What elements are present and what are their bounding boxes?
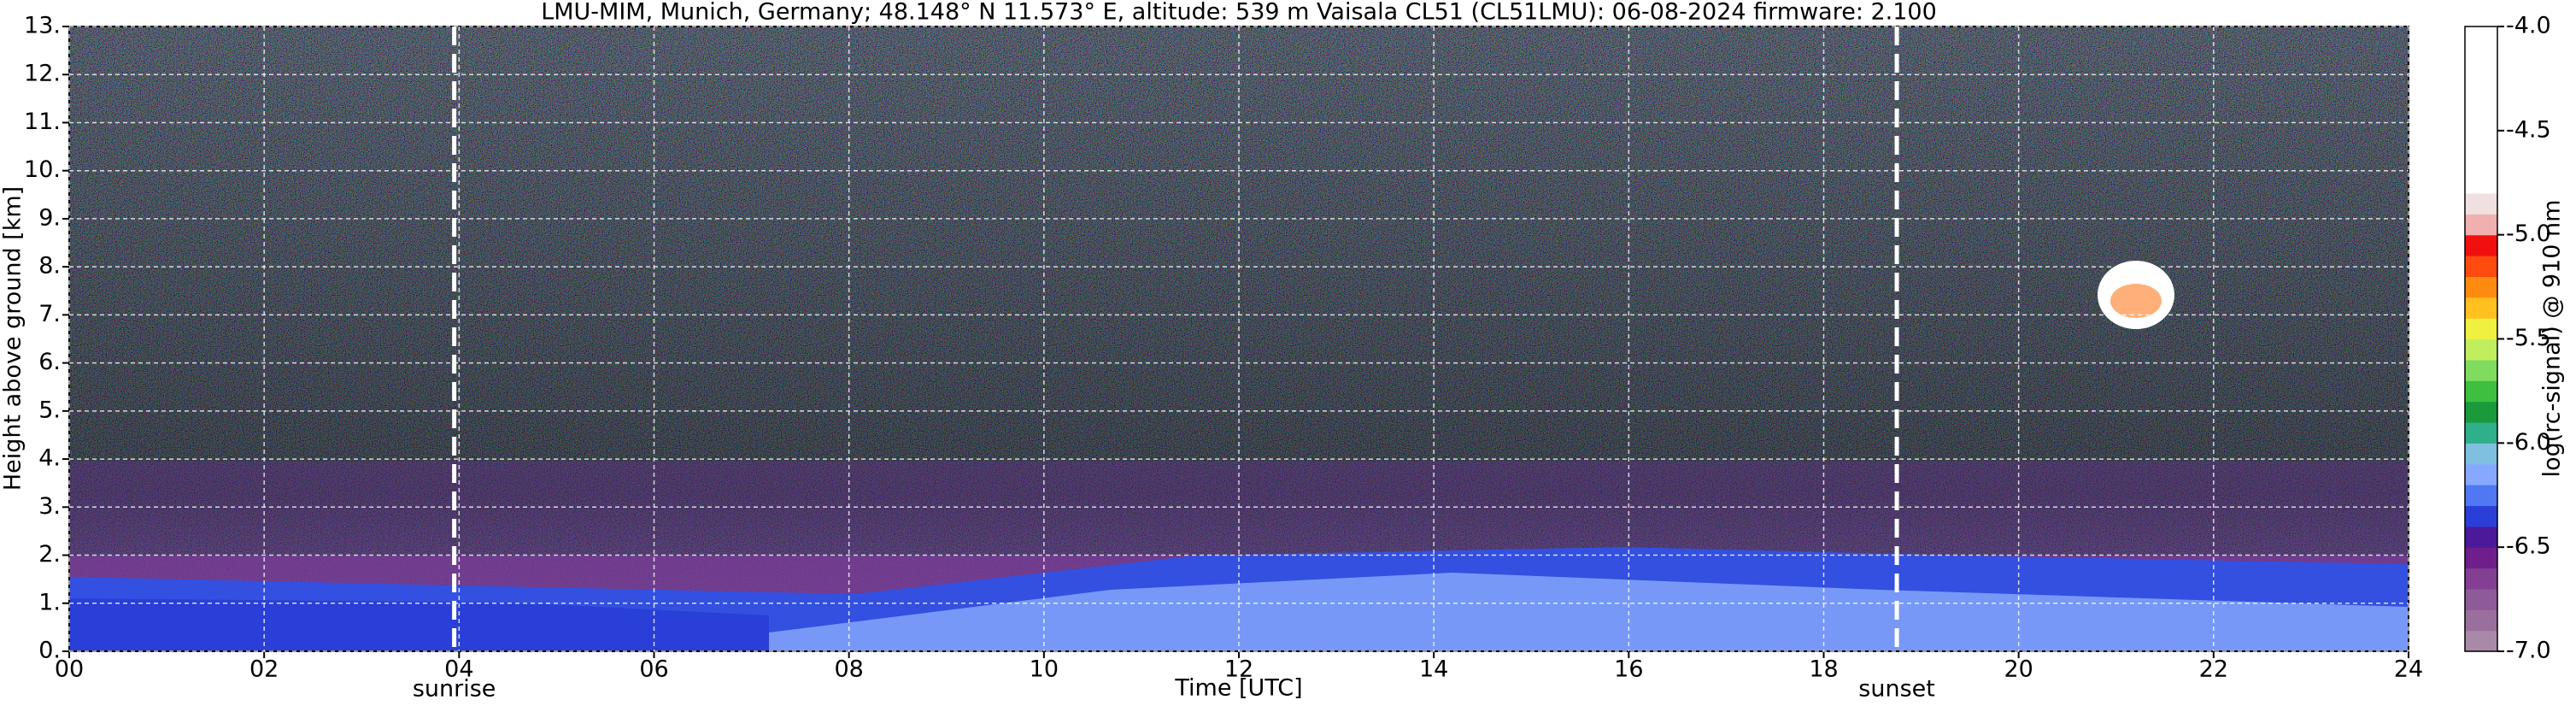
colorbar-swatch xyxy=(2465,359,2497,381)
colorbar-tick-label: -5.5 xyxy=(2506,325,2551,351)
colorbar-swatch xyxy=(2465,192,2497,215)
colorbar-swatch xyxy=(2465,68,2497,90)
y-tick-label: 5. xyxy=(38,397,61,423)
x-tick-label: 14 xyxy=(1419,656,1448,683)
colorbar-swatch xyxy=(2465,443,2497,465)
y-tick-label: 0. xyxy=(38,638,61,664)
colorbar-swatch xyxy=(2465,526,2497,548)
x-tick-label: 08 xyxy=(834,656,863,683)
x-tick-label: 02 xyxy=(249,656,279,683)
y-tick-label: 9. xyxy=(38,204,61,231)
colorbar-swatch xyxy=(2465,505,2497,527)
colorbar-swatch xyxy=(2465,47,2497,69)
colorbar-swatch xyxy=(2465,89,2497,111)
x-tick-label: 04 xyxy=(444,656,473,683)
x-tick-label: 20 xyxy=(2004,656,2033,683)
colorbar-swatch xyxy=(2465,463,2497,485)
colorbar-swatch xyxy=(2465,318,2497,340)
annotation-label: sunset xyxy=(1858,676,1935,703)
colorbar-swatch xyxy=(2465,588,2497,610)
y-tick-label: 12. xyxy=(24,61,61,87)
y-tick-label: 6. xyxy=(38,349,61,375)
colorbar-tick-label: -6.5 xyxy=(2506,533,2551,560)
x-tick-label: 06 xyxy=(639,656,668,683)
colorbar-tick-label: -7.0 xyxy=(2506,638,2551,664)
colorbar-swatch xyxy=(2465,151,2497,174)
colorbar-swatch xyxy=(2465,421,2497,444)
colorbar-swatch xyxy=(2465,485,2497,507)
y-tick-label: 11. xyxy=(24,109,61,135)
colorbar-swatch xyxy=(2465,630,2497,652)
x-tick-label: 00 xyxy=(55,656,84,683)
colorbar-tick-label: -4.5 xyxy=(2506,116,2551,143)
y-axis-label: Height above ground [km] xyxy=(0,186,26,491)
x-tick-label: 16 xyxy=(1614,656,1643,683)
x-tick-label: 22 xyxy=(2199,656,2228,683)
y-tick-label: 1. xyxy=(38,589,61,615)
colorbar-swatch xyxy=(2465,338,2497,361)
colorbar-label: log(rc-signal) @ 910 nm xyxy=(2539,200,2566,478)
colorbar-swatch xyxy=(2465,568,2497,590)
y-tick-label: 3. xyxy=(38,493,61,520)
colorbar-swatch xyxy=(2465,256,2497,277)
y-tick-label: 13. xyxy=(24,13,61,39)
colorbar-swatch xyxy=(2465,172,2497,194)
colorbar-tick-label: -6.0 xyxy=(2506,429,2551,456)
colorbar-swatch xyxy=(2465,276,2497,298)
colorbar-swatch xyxy=(2465,26,2497,48)
y-tick-label: 4. xyxy=(38,445,61,472)
x-tick-label: 24 xyxy=(2394,656,2423,683)
y-tick-label: 2. xyxy=(38,541,61,568)
colorbar-swatch xyxy=(2465,109,2497,132)
colorbar-swatch xyxy=(2465,297,2497,319)
chart-title: LMU-MIM, Munich, Germany; 48.148° N 11.5… xyxy=(541,0,1937,26)
colorbar-swatch xyxy=(2465,234,2497,256)
colorbar-swatch xyxy=(2465,214,2497,236)
colorbar-swatch xyxy=(2465,130,2497,152)
colorbar-swatch xyxy=(2465,609,2497,632)
y-tick-label: 7. xyxy=(38,301,61,327)
colorbar-swatch xyxy=(2465,380,2497,403)
colorbar-swatch xyxy=(2465,401,2497,423)
colorbar-tick-label: -5.0 xyxy=(2506,221,2551,247)
x-tick-label: 12 xyxy=(1224,656,1253,683)
x-tick-label: 10 xyxy=(1030,656,1059,683)
x-axis-label: Time [UTC] xyxy=(1174,675,1302,702)
y-tick-label: 10. xyxy=(24,156,61,183)
colorbar-tick-label: -4.0 xyxy=(2506,13,2551,39)
annotation-label: sunrise xyxy=(413,676,496,703)
colorbar-swatch xyxy=(2465,547,2497,569)
x-tick-label: 18 xyxy=(1809,656,1838,683)
y-tick-label: 8. xyxy=(38,253,61,279)
